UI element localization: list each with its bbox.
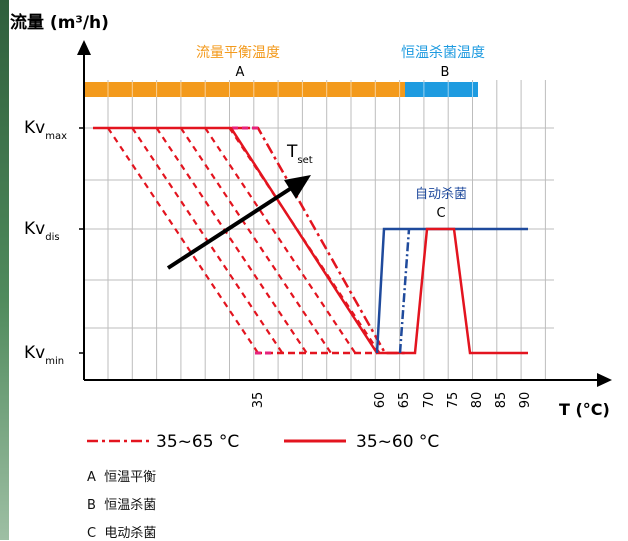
key-item-b: B 恒温杀菌 <box>87 498 157 513</box>
x-tick-35: 35 <box>251 392 266 409</box>
x-tick-75: 75 <box>446 392 461 409</box>
legend-dashed-label: 35~65 °C <box>156 432 239 452</box>
sterilization-blue-dashdot <box>398 228 411 354</box>
zone-a-letter: A <box>236 65 245 80</box>
x-tick-65: 65 <box>397 392 412 409</box>
zone-c-letter: C <box>436 206 445 221</box>
zone-b-title: 恒温杀菌温度 <box>401 45 485 61</box>
dashed-curve-3 <box>155 127 308 354</box>
curve-35-60 <box>93 126 405 355</box>
sterilization-red-pulse <box>405 227 528 355</box>
x-tick-90: 90 <box>518 392 533 409</box>
x-tick-80: 80 <box>470 392 485 409</box>
x-axis-label: T (°C) <box>559 400 610 419</box>
legend-solid-label: 35~60 °C <box>356 432 439 452</box>
x-tick-60: 60 <box>373 392 388 409</box>
side-accent-bar <box>0 0 9 540</box>
x-tick-70: 70 <box>422 392 437 409</box>
dashed-curve-4 <box>179 127 332 354</box>
zone-b-bar <box>405 82 478 97</box>
y-label-kvmin: Kvmin <box>24 343 64 367</box>
zone-a-title: 流量平衡温度 <box>196 45 280 61</box>
x-tick-85: 85 <box>494 392 509 409</box>
sterilization-blue-solid <box>375 227 528 354</box>
y-label-kvmax: Kvmax <box>24 118 67 142</box>
y-axis-arrowhead <box>77 40 91 55</box>
dashed-curve-family <box>107 127 381 355</box>
x-axis-arrowhead <box>597 373 612 387</box>
dashed-curve-1 <box>107 127 259 354</box>
y-label-kvdis: Kvdis <box>24 219 60 243</box>
chart-title: 流量 (m³/h) <box>10 12 109 33</box>
tset-arrow-shaft <box>166 183 298 270</box>
zone-a-bar <box>84 82 405 97</box>
zone-c-title: 自动杀菌 <box>415 187 467 202</box>
tset-label: Tset <box>286 142 313 166</box>
key-item-a: A 恒温平衡 <box>87 470 157 485</box>
tset-arrow-head <box>284 175 311 199</box>
zone-b-letter: B <box>441 65 450 80</box>
key-item-c: C 电动杀菌 <box>87 526 157 541</box>
dashed-curve-5 <box>204 127 357 354</box>
